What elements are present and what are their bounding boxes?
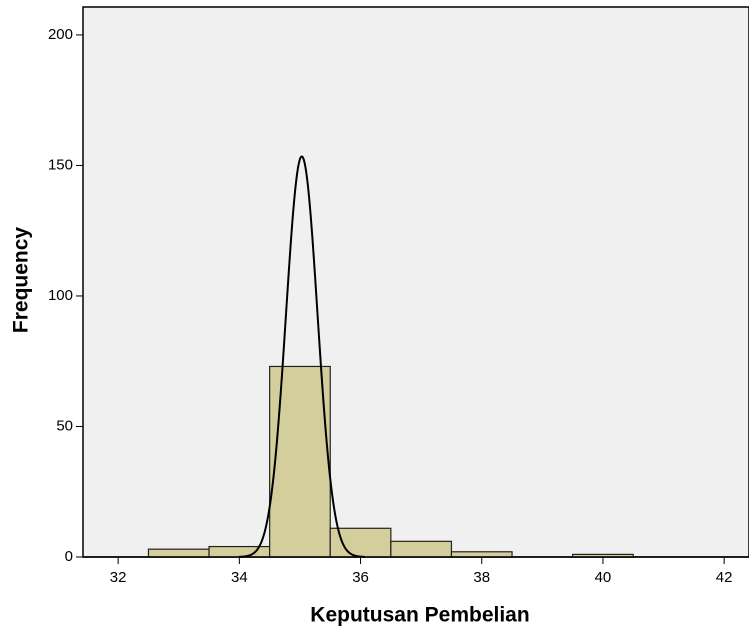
bar	[450, 551, 513, 558]
x-tick-label: 38	[473, 569, 490, 586]
plot-area	[82, 6, 749, 558]
x-tick-label: 34	[231, 569, 248, 586]
bar	[208, 545, 271, 558]
x-tick-label: 42	[716, 569, 733, 586]
x-tick-label: 32	[110, 569, 127, 586]
x-axis-title: Keputusan Pembelian	[310, 604, 529, 627]
y-tick-label: 150	[48, 156, 73, 173]
bar	[390, 540, 453, 558]
y-tick-label: 0	[65, 548, 73, 565]
y-tick-label: 50	[56, 417, 73, 434]
y-tick-label: 100	[48, 287, 73, 304]
y-axis-title: Frequency	[10, 227, 33, 334]
x-tick-label: 40	[595, 569, 612, 586]
bar	[147, 548, 210, 558]
bar	[329, 527, 392, 558]
normal-curve	[238, 155, 365, 558]
y-tick-label: 200	[48, 26, 73, 43]
x-tick-label: 36	[352, 569, 369, 586]
bar	[269, 365, 331, 558]
